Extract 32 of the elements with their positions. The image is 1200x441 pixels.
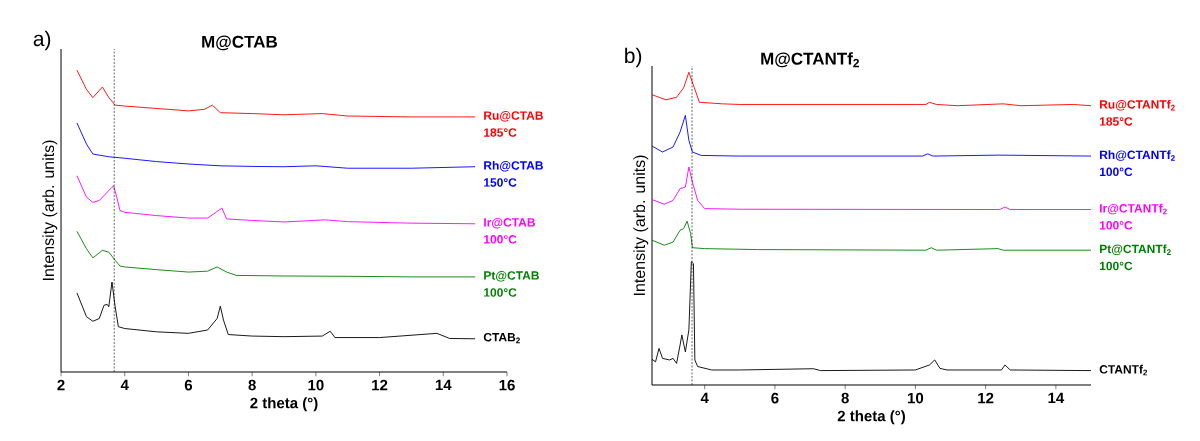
text: a) [33,30,51,51]
x-axis-title: 2 theta (°) [250,397,318,412]
text: b) [625,47,642,68]
x-tick-label: 4 [120,379,129,391]
x-tick-label: 10 [308,379,324,391]
text: Pt@CTANTf$_{2}$ 100°C [1099,244,1171,271]
x-tick-label: 14 [1048,392,1065,404]
x-tick-label: 2 [57,379,65,391]
x-tick-label: 4 [700,392,709,404]
series-label: Rh@CTAB 150°C [484,160,543,187]
x-tick-label: 12 [978,392,994,404]
x-axis-title: 2 theta (°) [837,410,905,425]
text: Ir@CTANTf$_{2}$ 100°C [1099,203,1167,230]
x-tick-label: 10 [908,392,924,404]
y-axis-title: Intensity (arb. units) [42,140,58,281]
text: Ru@CTANTf$_{2}$ 185°C [1099,99,1175,126]
x-tick-label: 12 [372,379,388,391]
series-label: Ir@CTAB 100°C [484,217,535,244]
series-label: CTANTf$_{2}$ [1099,364,1148,376]
chart-title: M@CTAB [202,35,277,51]
series-label: CTAB$_{2}$ [483,332,520,344]
y-axis-title: Intensity (arb. units) [633,155,649,296]
series-label: Ru@CTAB 185°C [484,111,543,137]
text: Rh@CTANTf$_{2}$ 100°C [1099,150,1175,177]
x-tick-label: 6 [184,379,193,391]
chart-title: M@CTANTf$_{2}$ [761,52,859,68]
x-tick-label: 16 [499,379,515,391]
x-tick-label: 8 [841,392,849,404]
x-tick-label: 8 [248,379,256,391]
x-tick-label: 6 [771,392,779,404]
series-label: Pt@CTAB 100°C [484,271,539,297]
x-tick-label: 14 [435,379,452,391]
